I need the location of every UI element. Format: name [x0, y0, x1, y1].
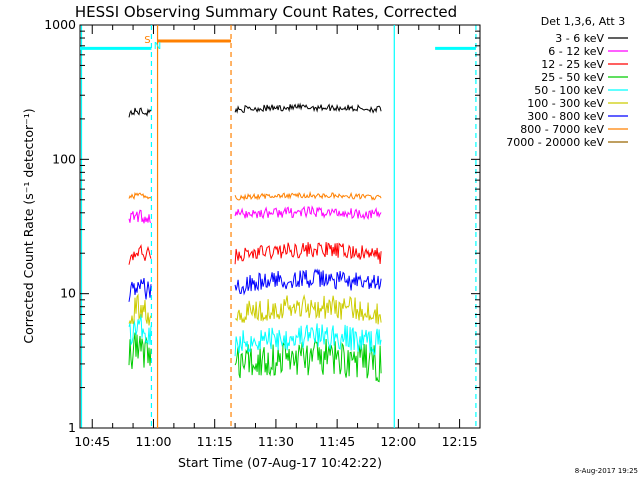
legend-label: 50 - 100 keV: [534, 84, 604, 97]
series-line: [234, 338, 382, 383]
y-axis-label: Corrected Count Rate (s⁻¹ detector⁻¹): [21, 108, 36, 343]
chart-title: HESSI Observing Summary Count Rates, Cor…: [75, 3, 457, 21]
legend-title: Det 1,3,6, Att 3: [541, 15, 625, 28]
series-line: [128, 293, 152, 326]
legend-label: 100 - 300 keV: [527, 97, 604, 110]
x-axis-label: Start Time (07-Aug-17 10:42:22): [178, 455, 382, 470]
x-tick-label: 11:00: [135, 434, 171, 449]
x-tick-label: 11:30: [258, 434, 294, 449]
legend-label: 800 - 7000 keV: [520, 123, 604, 136]
legend-label: 300 - 800 keV: [527, 110, 604, 123]
y-tick-label: 1000: [44, 17, 76, 32]
series-line: [128, 332, 152, 369]
y-tick-label: 10: [60, 286, 76, 301]
legend-label: 25 - 50 keV: [541, 71, 604, 84]
x-axis: 10:45 11:00 11:15 11:30 11:45 12:00 12:15: [74, 25, 478, 449]
series-line: [128, 244, 152, 265]
x-tick-label: 12:15: [442, 434, 478, 449]
series-line: [128, 209, 152, 224]
x-tick-label: 10:45: [74, 434, 110, 449]
series-line: [128, 314, 152, 347]
x-tick-label: 11:45: [319, 434, 355, 449]
series-line: [128, 278, 152, 302]
series-line: [234, 323, 382, 357]
series-line: [234, 205, 382, 221]
x-tick-label: 11:15: [197, 434, 233, 449]
plot-area: SN: [80, 25, 477, 428]
legend-label: 6 - 12 keV: [548, 45, 604, 58]
series-line: [234, 102, 382, 114]
x-tick-label: 12:00: [380, 434, 416, 449]
marker-label-n: N: [154, 41, 161, 52]
marker-label-s: S: [144, 35, 150, 46]
series-line: [234, 268, 382, 296]
plot-timestamp: 8-Aug-2017 19:25: [575, 467, 638, 475]
plot-frame: [79, 24, 481, 429]
series-line: [234, 242, 382, 265]
legend-label: 3 - 6 keV: [555, 32, 604, 45]
series-line: [128, 107, 152, 118]
y-tick-label: 100: [52, 151, 76, 166]
legend-label: 12 - 25 keV: [541, 58, 604, 71]
y-axis: 1 10 100 1000: [44, 17, 480, 435]
y-tick-label: 1: [68, 420, 76, 435]
legend-label: 7000 - 20000 keV: [506, 136, 604, 149]
series-line: [128, 191, 152, 201]
series-line: [234, 190, 382, 202]
series-line: [235, 294, 382, 325]
